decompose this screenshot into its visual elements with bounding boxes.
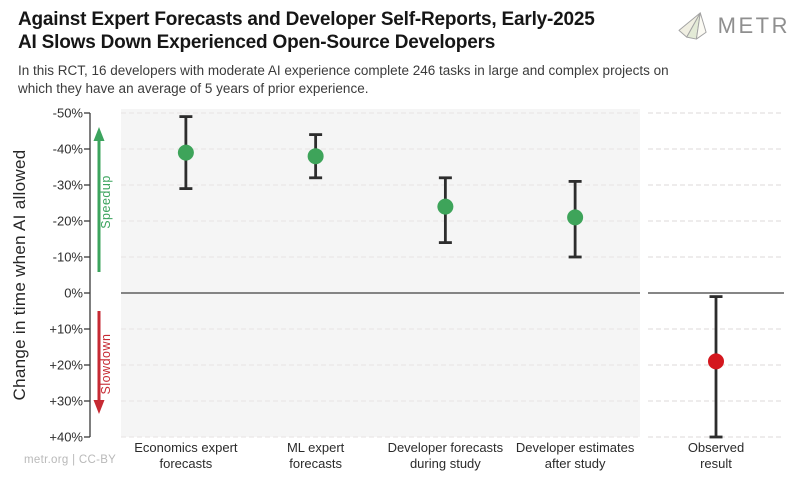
- data-point-0: [177, 144, 194, 161]
- data-point-2: [437, 198, 454, 215]
- metr-logo: METR: [677, 10, 790, 41]
- plot-panel-forecasts: [121, 109, 640, 437]
- speedup-label: Speedup: [99, 175, 113, 229]
- x-category-label: Developer estimates after study: [515, 440, 635, 472]
- figure-title-line2: AI Slows Down Experienced Open-Source De…: [18, 32, 496, 53]
- figure-title-line1: Against Expert Forecasts and Developer S…: [18, 9, 595, 30]
- y-tick-label: +10%: [49, 321, 83, 337]
- data-point-1: [307, 148, 324, 165]
- data-point-3: [567, 209, 584, 226]
- y-tick-label: +20%: [49, 357, 83, 373]
- metr-gem-icon: [678, 12, 707, 40]
- x-category-label: Observed result: [687, 440, 745, 472]
- y-tick-label: -40%: [52, 141, 83, 157]
- y-tick-label: +30%: [49, 393, 83, 409]
- x-category-label: Economics expert forecasts: [134, 440, 238, 472]
- y-tick-label: -20%: [52, 213, 83, 229]
- x-category-label: Developer forecasts during study: [387, 440, 504, 472]
- slowdown-label: Slowdown: [99, 334, 113, 395]
- attribution-text: metr.org | CC-BY: [24, 454, 117, 466]
- metr-logo-text: METR: [717, 12, 790, 38]
- slowdown-arrowhead: [93, 400, 105, 414]
- figure-subtitle: In this RCT, 16 developers with moderate…: [18, 63, 669, 96]
- figure-title: Against Expert Forecasts and Developer S…: [18, 8, 595, 54]
- y-tick-label: +40%: [49, 429, 83, 445]
- y-tick-label: -50%: [52, 105, 83, 121]
- y-tick-label: 0%: [64, 285, 83, 301]
- y-tick-label: -30%: [52, 177, 83, 193]
- speedup-arrowhead: [93, 127, 105, 141]
- data-point-4: [708, 353, 724, 370]
- y-tick-label: -10%: [52, 249, 83, 265]
- x-category-label: ML expert forecasts: [286, 440, 345, 472]
